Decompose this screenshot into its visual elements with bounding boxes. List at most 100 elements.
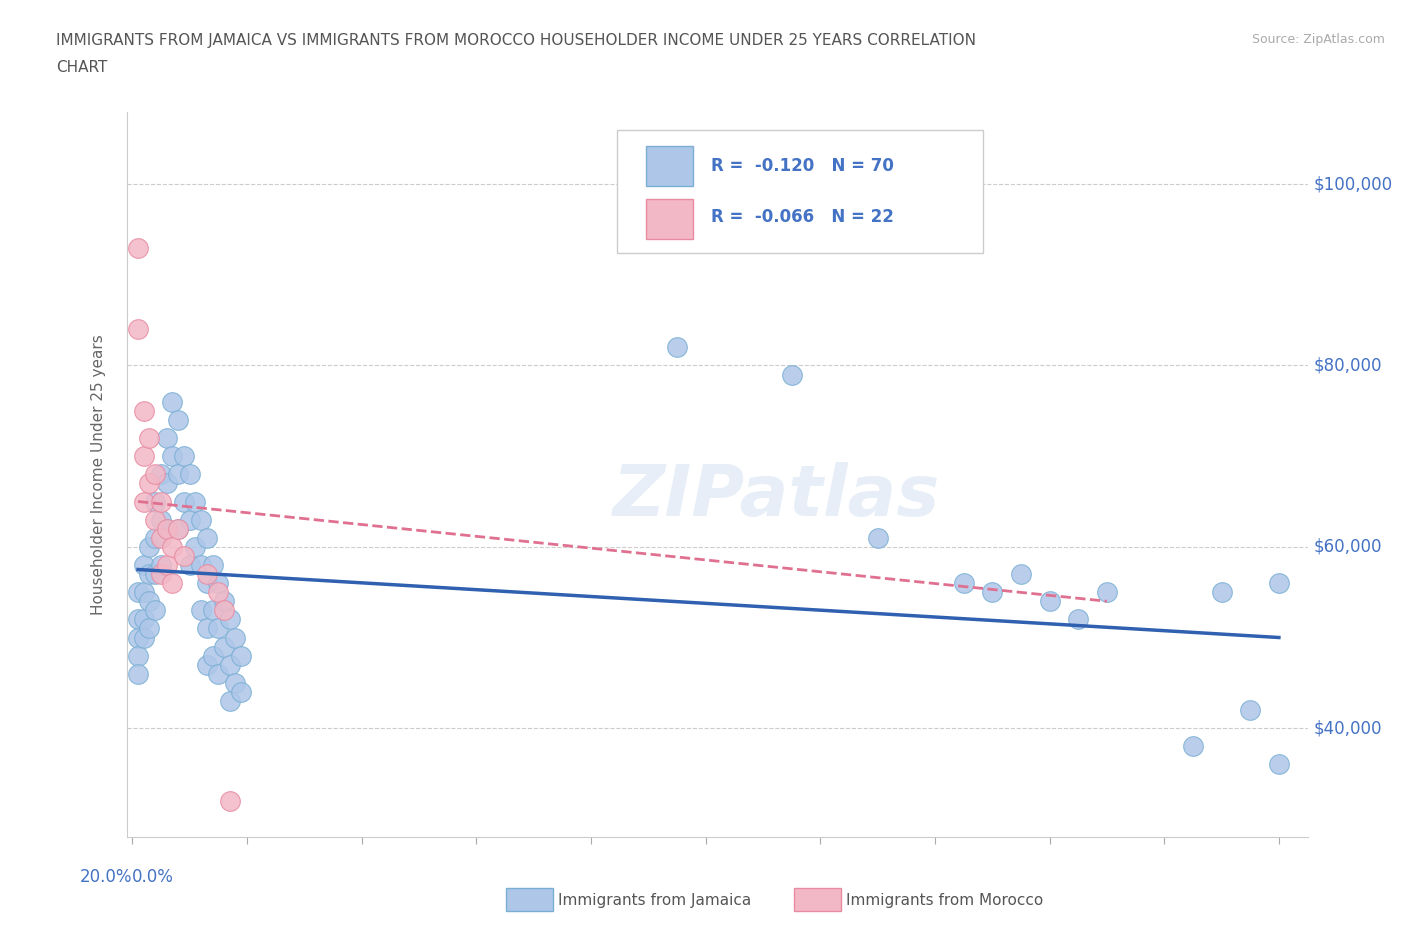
Point — [132, 494, 155, 509]
Point — [132, 558, 155, 573]
Point — [195, 576, 218, 591]
Point — [1181, 738, 1204, 753]
Point — [143, 494, 166, 509]
Point — [132, 404, 155, 418]
Point — [143, 530, 166, 545]
Point — [212, 603, 235, 618]
Point — [190, 558, 212, 573]
Bar — [647, 146, 693, 186]
Text: $40,000: $40,000 — [1313, 719, 1382, 737]
Point — [138, 566, 160, 581]
Point — [224, 675, 246, 690]
Point — [173, 494, 195, 509]
Point — [1239, 703, 1261, 718]
Point — [138, 476, 160, 491]
Point — [1039, 594, 1062, 609]
Point — [218, 694, 240, 709]
Point — [1067, 612, 1090, 627]
Point — [780, 367, 803, 382]
Point — [952, 576, 974, 591]
Point — [212, 594, 235, 609]
Text: $100,000: $100,000 — [1313, 175, 1392, 193]
Point — [127, 648, 149, 663]
Point — [201, 603, 224, 618]
Text: 0.0%: 0.0% — [132, 868, 174, 885]
Point — [132, 585, 155, 600]
Text: ZIPatlas: ZIPatlas — [613, 461, 939, 530]
Point — [138, 539, 160, 554]
Point — [143, 512, 166, 527]
Point — [201, 558, 224, 573]
Point — [218, 793, 240, 808]
Point — [218, 612, 240, 627]
Text: Source: ZipAtlas.com: Source: ZipAtlas.com — [1251, 33, 1385, 46]
Point — [231, 684, 253, 699]
Point — [138, 594, 160, 609]
Point — [138, 621, 160, 636]
Point — [207, 621, 229, 636]
Point — [127, 631, 149, 645]
Point — [156, 521, 179, 536]
Point — [156, 521, 179, 536]
Point — [184, 539, 207, 554]
Point — [231, 648, 253, 663]
Point — [212, 639, 235, 654]
Point — [149, 467, 172, 482]
Point — [132, 631, 155, 645]
Point — [224, 631, 246, 645]
Y-axis label: Householder Income Under 25 years: Householder Income Under 25 years — [91, 334, 105, 615]
Point — [981, 585, 1004, 600]
Point — [665, 340, 688, 355]
Point — [149, 566, 172, 581]
Point — [179, 558, 201, 573]
Point — [127, 240, 149, 255]
Point — [173, 449, 195, 464]
Point — [190, 512, 212, 527]
Point — [156, 431, 179, 445]
Point — [179, 512, 201, 527]
Point — [207, 585, 229, 600]
Point — [149, 494, 172, 509]
Text: Immigrants from Jamaica: Immigrants from Jamaica — [558, 893, 751, 908]
Point — [143, 467, 166, 482]
Text: 20.0%: 20.0% — [80, 868, 132, 885]
Point — [1010, 566, 1032, 581]
Bar — [647, 199, 693, 239]
Text: $60,000: $60,000 — [1313, 538, 1382, 556]
Point — [127, 585, 149, 600]
Point — [162, 449, 184, 464]
Point — [1211, 585, 1233, 600]
Point — [201, 648, 224, 663]
Point — [866, 530, 889, 545]
Point — [132, 612, 155, 627]
Point — [195, 621, 218, 636]
Text: Immigrants from Morocco: Immigrants from Morocco — [846, 893, 1043, 908]
Point — [127, 612, 149, 627]
Point — [195, 566, 218, 581]
Point — [143, 566, 166, 581]
Point — [162, 539, 184, 554]
Text: R =  -0.066   N = 22: R = -0.066 N = 22 — [711, 207, 894, 226]
Point — [132, 449, 155, 464]
Point — [156, 558, 179, 573]
Point — [207, 667, 229, 682]
Point — [149, 530, 172, 545]
Text: $80,000: $80,000 — [1313, 356, 1382, 375]
FancyBboxPatch shape — [617, 130, 983, 253]
Point — [162, 576, 184, 591]
Point — [195, 530, 218, 545]
Text: CHART: CHART — [56, 60, 108, 75]
Point — [127, 667, 149, 682]
Point — [207, 576, 229, 591]
Point — [138, 431, 160, 445]
Point — [149, 558, 172, 573]
Point — [218, 658, 240, 672]
Point — [127, 322, 149, 337]
Point — [1268, 757, 1291, 772]
Point — [167, 467, 190, 482]
Point — [190, 603, 212, 618]
Point — [173, 549, 195, 564]
Point — [1095, 585, 1118, 600]
Point — [149, 512, 172, 527]
Point — [162, 394, 184, 409]
